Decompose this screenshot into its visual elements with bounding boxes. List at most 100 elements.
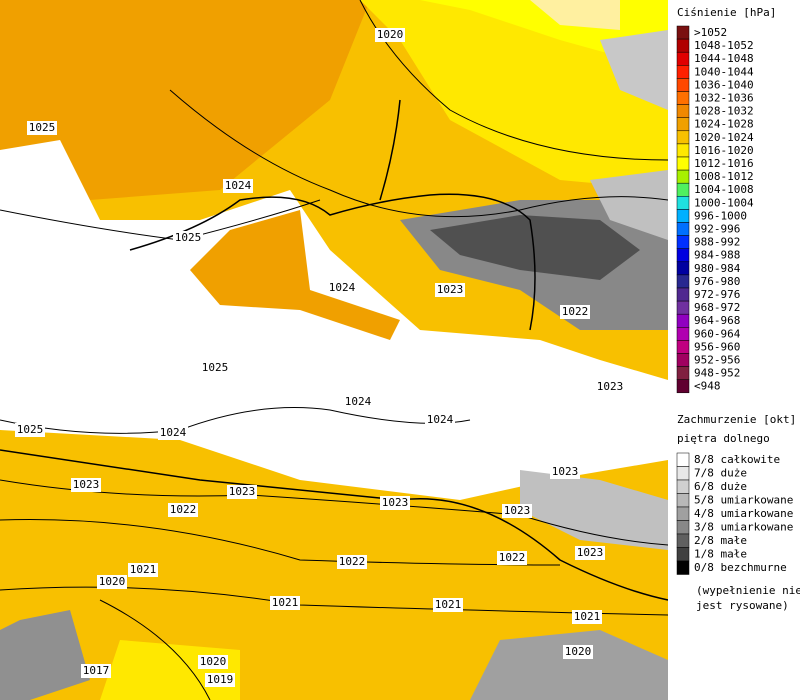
- isobar-label: 1021: [130, 563, 157, 576]
- legend-label: 5/8 umiarkowane: [694, 494, 793, 507]
- legend-label: 1/8 małe: [694, 548, 747, 561]
- legend-label: 972-976: [694, 288, 740, 301]
- legend-note: jest rysowane): [696, 599, 789, 612]
- isobar-label: 1024: [427, 413, 454, 426]
- pressure-area: [100, 640, 240, 700]
- isobar-label: 1020: [377, 28, 404, 41]
- legend-label: 7/8 duże: [694, 467, 747, 480]
- isobar-label: 1021: [272, 596, 299, 609]
- isobar-label: 1024: [160, 426, 187, 439]
- isobar-label-box: [550, 465, 580, 479]
- isobar-label: 1021: [574, 610, 601, 623]
- legend-label: 1004-1008: [694, 183, 754, 196]
- isobar-label-box: [168, 503, 198, 517]
- isobar-label-box: [433, 598, 463, 612]
- legend-label: 3/8 umiarkowane: [694, 521, 793, 534]
- legend-swatch: [676, 479, 690, 494]
- legend-label: 1020-1024: [694, 131, 754, 144]
- legend-swatch: [676, 209, 690, 223]
- legend-label: 1036-1040: [694, 78, 754, 91]
- legend-swatch: [676, 261, 690, 276]
- legend-swatch: [676, 313, 690, 328]
- isobar-label-box: [270, 596, 300, 610]
- cloud-legend-subtitle: piętra dolnego: [677, 432, 770, 445]
- isobar-label-box: [71, 478, 101, 492]
- legend-swatch: [676, 156, 690, 171]
- legend-label: 1044-1048: [694, 52, 754, 65]
- legend-label: 1028-1032: [694, 105, 754, 118]
- isobar-label-box: [173, 231, 203, 245]
- isobar-label: 1022: [499, 551, 526, 564]
- legend-note: (wypełnienie nie: [696, 584, 800, 597]
- legend-label: 1032-1036: [694, 92, 754, 105]
- isobar-label-box: [337, 555, 367, 569]
- isobar-label: 1024: [345, 395, 372, 408]
- legend-label: 988-992: [694, 236, 740, 249]
- legend-label: 1024-1028: [694, 118, 754, 131]
- legend-label: 1048-1052: [694, 39, 754, 52]
- legend-swatch: [676, 560, 690, 575]
- legend-swatch: [676, 248, 690, 263]
- legend-swatch: [676, 222, 690, 236]
- isobar-label-box: [327, 281, 357, 295]
- high-pressure-area: [190, 210, 400, 340]
- legend-swatch: [676, 366, 690, 380]
- isobar-label-box: [572, 610, 602, 624]
- isobar-label-box: [81, 664, 111, 678]
- isobar: [0, 519, 561, 566]
- legend-label: 6/8 duże: [694, 480, 747, 493]
- pressure-legend-title: Ciśnienie [hPa]: [677, 6, 776, 19]
- isobar-label-box: [97, 575, 127, 589]
- isobar-label-box: [27, 121, 57, 135]
- legend-swatch: [676, 235, 690, 249]
- isobar-label: 1017: [83, 664, 110, 677]
- legend-label: 2/8 małe: [694, 534, 747, 547]
- isobar-label: 1024: [225, 179, 252, 192]
- cloud-area: [520, 470, 668, 550]
- legend-swatch: [676, 287, 690, 302]
- border: [129, 193, 536, 331]
- legend-swatch: [676, 169, 690, 184]
- legend-label: 948-952: [694, 367, 740, 380]
- isobar-label: 1025: [29, 121, 56, 134]
- isobar-label: 1021: [435, 598, 462, 611]
- legend-panel: [668, 0, 800, 700]
- isobar-label-box: [375, 28, 405, 42]
- legend-swatch: [676, 130, 690, 145]
- legend-swatch: [676, 38, 690, 53]
- isobar-label-box: [227, 485, 257, 499]
- isobar-label-box: [205, 673, 235, 687]
- legend-label: 4/8 umiarkowane: [694, 507, 793, 520]
- legend-label: 980-984: [694, 262, 741, 275]
- legend-label: <948: [694, 380, 721, 393]
- pressure-area: [530, 0, 620, 30]
- legend-swatch: [676, 466, 690, 481]
- isobar-label: 1023: [229, 485, 256, 498]
- legend-swatch: [676, 533, 690, 548]
- isobar-label: 1025: [17, 423, 44, 436]
- legend-label: 0/8 bezchmurne: [694, 561, 787, 574]
- isobar-label-box: [380, 496, 410, 510]
- legend-swatch: [676, 353, 690, 367]
- legend-label: 1016-1020: [694, 144, 754, 157]
- high-pressure-area: [0, 0, 370, 230]
- isobar-label: 1023: [382, 496, 409, 509]
- legend-swatch: [676, 452, 690, 467]
- isobar-label: 1023: [577, 546, 604, 559]
- cloud-legend-title: Zachmurzenie [okt]: [677, 413, 796, 426]
- isobar-label-box: [425, 413, 455, 427]
- legend-label: 1040-1044: [694, 65, 754, 78]
- legend-label: 8/8 całkowite: [694, 453, 780, 466]
- isobar-label-box: [128, 563, 158, 577]
- legend-swatch: [676, 506, 690, 521]
- isobar-label: 1023: [552, 465, 579, 478]
- legend-swatch: [676, 300, 690, 315]
- isobar-label: 1020: [99, 575, 126, 588]
- legend-label: 992-996: [694, 223, 740, 236]
- isobar-label-box: [575, 546, 605, 560]
- cloud-area: [0, 610, 90, 700]
- legend-swatch: [676, 493, 690, 508]
- cloud-area: [590, 170, 668, 240]
- legend-label: 1000-1004: [694, 196, 754, 209]
- isobar-label-box: [15, 423, 45, 437]
